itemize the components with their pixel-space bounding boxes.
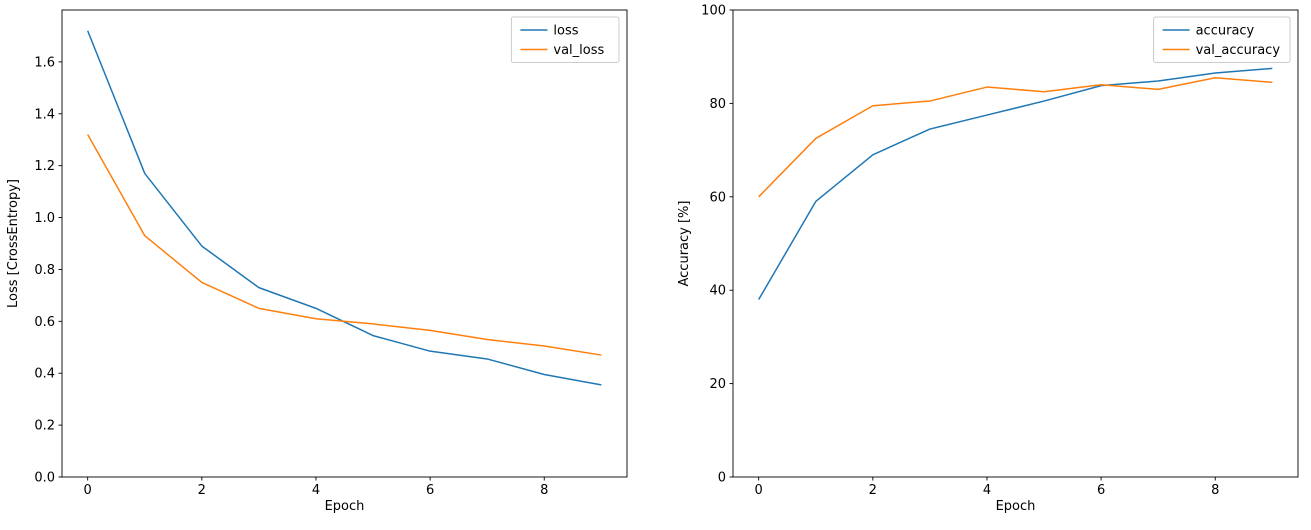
legend-box [510,16,620,63]
legend: loss val_loss [510,16,620,63]
x-axis: 0 2 4 6 8 [755,477,1219,498]
x-tick-label: 2 [869,483,877,498]
accuracy-chart: 0 2 4 6 8 Epoch 0 20 40 60 80 100 Accuracy [%] accura… [677,4,1299,514]
legend-label-val_loss: val_loss [553,43,604,58]
legend: accuracy val_accuracy [1153,16,1291,63]
loss-chart: 0 2 4 6 8 Epoch 0.0 0.2 0.4 0.6 0.8 1.0 1.2 1.4 1.6 Los… [6,9,628,514]
plot-lines [86,30,602,386]
y-tick-label: 0.8 [34,263,55,278]
y-axis-label: Accuracy [%] [677,201,692,287]
legend-label-loss: loss [553,24,578,39]
x-tick-label: 8 [540,483,548,498]
y-tick-label: 0.2 [34,419,55,434]
val_accuracy-line [758,76,1273,198]
y-tick-label: 20 [709,377,726,392]
axes-spines [732,9,1299,478]
y-tick-label: 0.0 [34,471,55,486]
legend-box [1153,16,1291,63]
accuracy-line [758,67,1273,300]
legend-label-accuracy: accuracy [1196,24,1255,39]
x-tick-label: 6 [426,483,434,498]
axes-spines [61,9,628,478]
x-tick-label: 0 [84,483,92,498]
y-tick-label: 0.6 [34,315,55,330]
y-tick-label: 1.4 [34,107,55,122]
y-axis: 0 20 40 60 80 100 [701,4,733,486]
y-tick-label: 60 [709,190,726,205]
x-tick-label: 4 [983,483,991,498]
loss-line [86,30,602,386]
legend-label-val_accuracy: val_accuracy [1196,43,1281,58]
y-tick-label: 1.0 [34,211,55,226]
y-tick-label: 100 [701,4,726,19]
x-tick-label: 4 [312,483,320,498]
y-tick-label: 0 [718,471,726,486]
y-tick-label: 80 [709,97,726,112]
x-tick-label: 0 [755,483,763,498]
x-tick-label: 8 [1211,483,1219,498]
y-tick-label: 40 [709,284,726,299]
y-axis: 0.0 0.2 0.4 0.6 0.8 1.0 1.2 1.4 1.6 [34,55,62,486]
y-tick-label: 1.2 [34,159,55,174]
x-axis-label: Epoch [996,499,1036,514]
val_loss-line [87,134,602,356]
y-tick-label: 0.4 [34,367,55,382]
x-tick-label: 2 [198,483,206,498]
x-tick-label: 6 [1097,483,1105,498]
y-tick-label: 1.6 [34,55,55,70]
x-axis: 0 2 4 6 8 [84,477,548,498]
y-axis-label: Loss [CrossEntropy] [6,179,21,308]
x-axis-label: Epoch [325,499,365,514]
plot-lines [758,67,1273,300]
